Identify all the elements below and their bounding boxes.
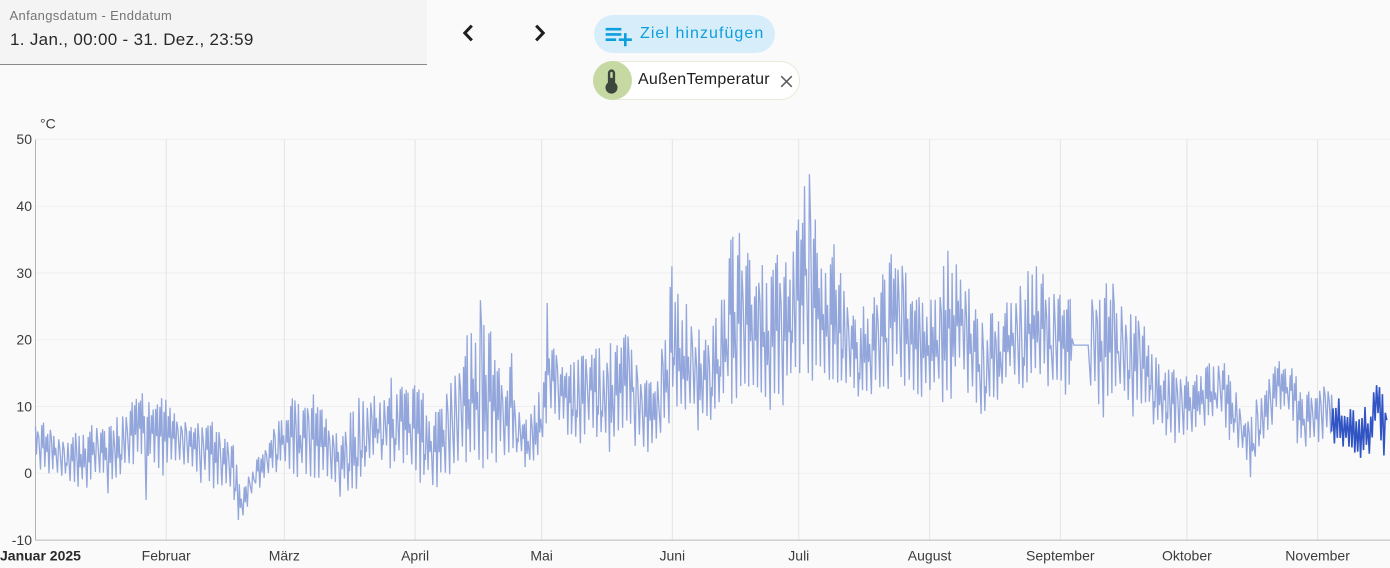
svg-text:40: 40 [16,198,32,214]
svg-text:Juni: Juni [659,548,685,564]
svg-text:April: April [401,548,429,564]
svg-text:50: 50 [16,131,32,147]
svg-text:-10: -10 [12,532,32,548]
svg-text:September: September [1026,548,1095,564]
svg-text:Mai: Mai [530,548,553,564]
svg-text:März: März [269,548,300,564]
svg-text:Februar: Februar [142,548,191,564]
svg-text:10: 10 [16,398,32,414]
svg-text:Juli: Juli [788,548,809,564]
svg-text:20: 20 [16,332,32,348]
svg-text:November: November [1285,548,1350,564]
svg-text:30: 30 [16,265,32,281]
svg-text:August: August [908,548,952,564]
svg-text:°C: °C [40,116,56,132]
svg-text:Januar 2025: Januar 2025 [0,548,81,564]
svg-text:Oktober: Oktober [1162,548,1212,564]
svg-text:0: 0 [24,465,32,481]
